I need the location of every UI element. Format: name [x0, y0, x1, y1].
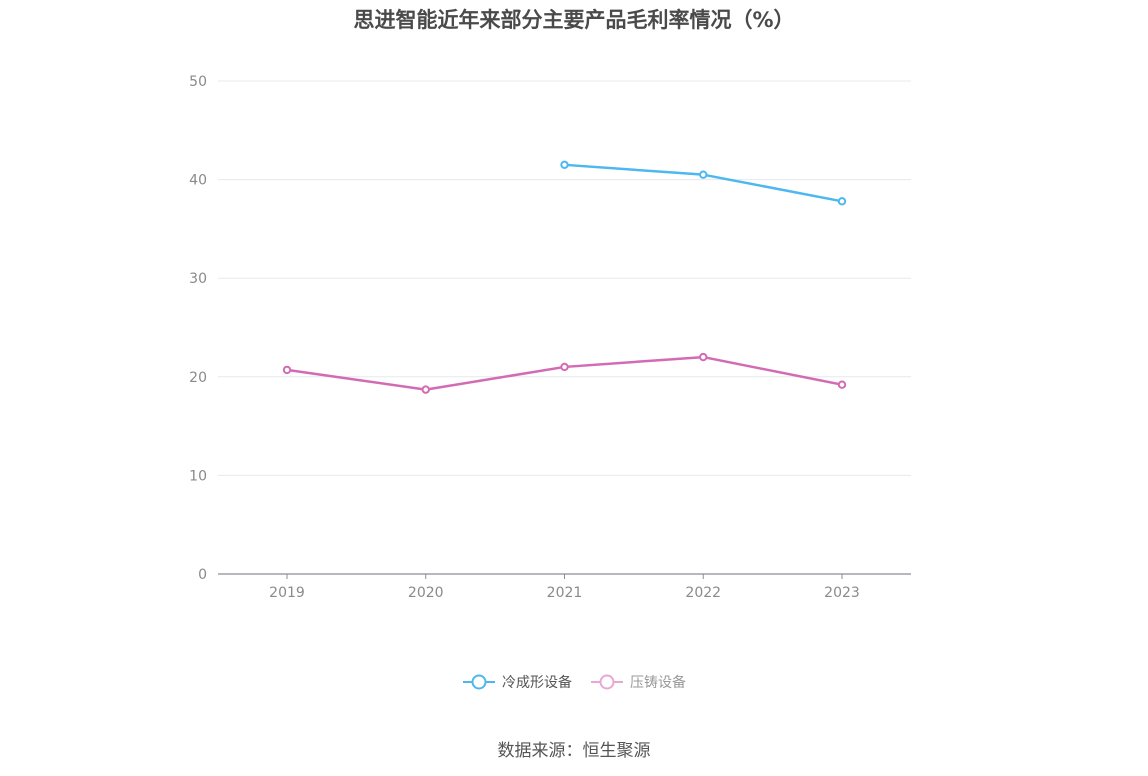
x-tick-label: 2020: [408, 585, 444, 601]
legend: 冷成形设备 压铸设备: [0, 672, 1148, 692]
series-line: [564, 163, 843, 203]
legend-marker-icon: [591, 674, 623, 690]
data-point: [699, 352, 708, 362]
legend-item-cold-forming[interactable]: 冷成形设备: [462, 672, 572, 692]
data-point: [560, 362, 569, 372]
y-tick-label: 10: [189, 468, 207, 484]
data-point: [282, 365, 292, 375]
data-point: [837, 197, 847, 206]
source-note: 数据来源：恒生聚源: [497, 741, 651, 761]
legend-label: 压铸设备: [630, 675, 686, 691]
x-tick-label: 2021: [547, 585, 583, 601]
y-tick-label: 50: [189, 74, 207, 90]
data-point: [837, 380, 847, 389]
x-tick-label: 2019: [269, 585, 305, 601]
series-line: [286, 355, 843, 391]
x-tick-label: 2022: [685, 585, 721, 601]
legend-item-die-casting[interactable]: 压铸设备: [590, 672, 686, 692]
series-lines: [282, 160, 847, 394]
y-tick-label: 0: [198, 567, 207, 583]
data-point: [699, 170, 708, 179]
y-tick-label: 30: [189, 271, 207, 287]
chart-title: 思进智能近年来部分主要产品毛利率情况（%）: [353, 8, 795, 32]
axes: 0 10 20 30 40 50 2019 2020 2021 2022 2023: [189, 74, 911, 601]
y-tick-label: 40: [189, 173, 207, 189]
legend-marker-icon: [463, 674, 495, 690]
y-tick-label: 20: [189, 370, 207, 386]
data-point: [560, 160, 569, 170]
grid-lines: [218, 80, 911, 476]
legend-label: 冷成形设备: [502, 675, 572, 691]
x-tick-label: 2023: [824, 585, 860, 601]
data-point: [421, 385, 430, 394]
